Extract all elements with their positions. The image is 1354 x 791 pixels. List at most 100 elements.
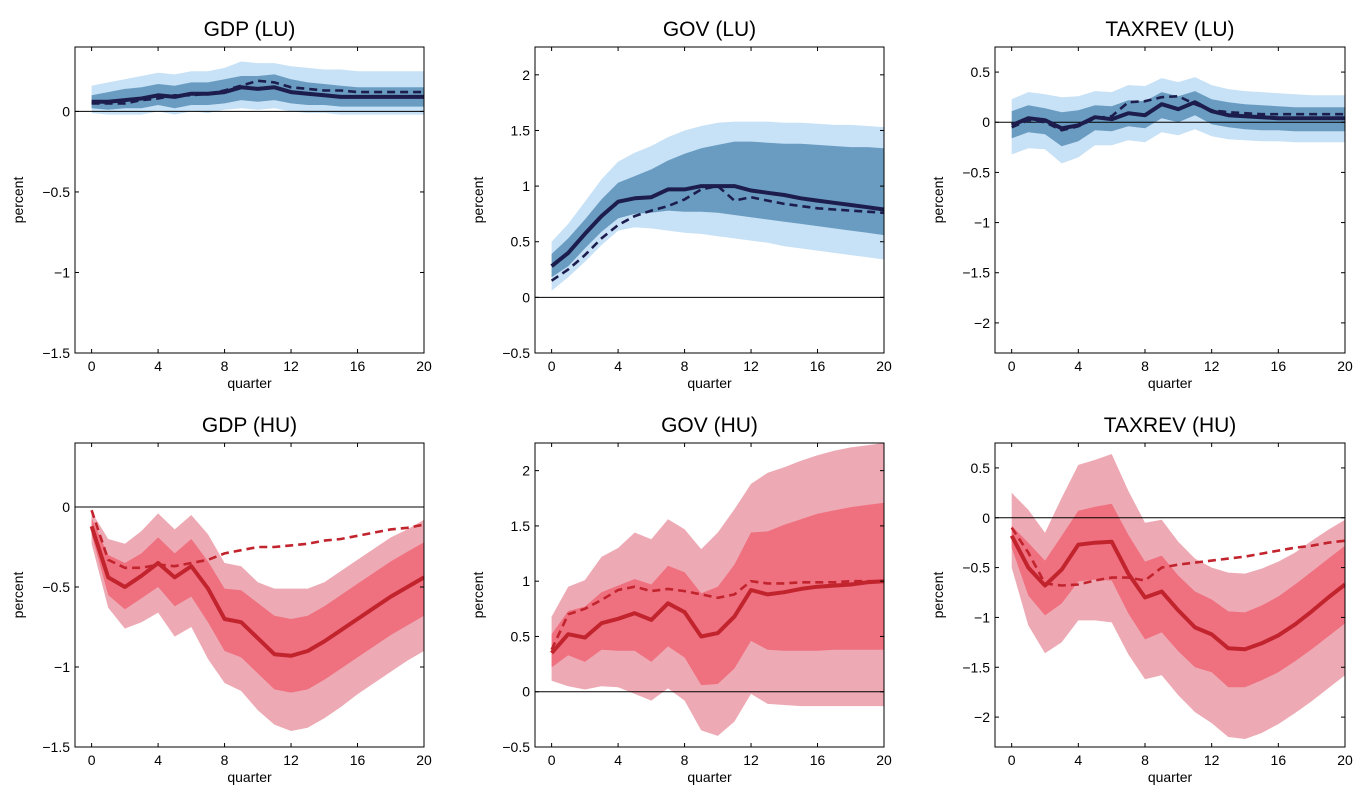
y-tick-label: −0.5 bbox=[42, 579, 70, 595]
y-tick-label: 2 bbox=[522, 463, 530, 479]
plot-area bbox=[995, 77, 1345, 164]
y-axis-label: percent bbox=[10, 177, 26, 224]
y-tick-label: −1 bbox=[54, 264, 70, 280]
x-axis-label: quarter bbox=[687, 769, 732, 785]
x-tick-label: 16 bbox=[810, 752, 826, 768]
chart-title: GDP (HU) bbox=[202, 414, 297, 437]
y-tick-label: −2 bbox=[974, 315, 990, 331]
inner-confidence-band bbox=[1011, 91, 1345, 147]
x-tick-label: 16 bbox=[1271, 358, 1287, 374]
y-axis-label: percent bbox=[930, 177, 946, 224]
y-tick-label: −0.5 bbox=[962, 164, 990, 180]
y-axis-label: percent bbox=[470, 177, 486, 224]
alternative-response-line bbox=[90, 509, 424, 570]
x-tick-label: 20 bbox=[876, 752, 892, 768]
axes-frame bbox=[74, 46, 425, 354]
y-tick-label: 1.5 bbox=[511, 122, 531, 138]
y-tick-label: −1.5 bbox=[962, 265, 990, 281]
y-tick-label: −1.5 bbox=[42, 345, 70, 361]
chart-panel-6: 0 4 8 12 16 20 0.5 0 −0.5 −1 −1.5 −2 TAXREV (HU) quar… bbox=[930, 414, 1353, 785]
y-tick-label: −2 bbox=[974, 709, 990, 725]
chart-title: TAXREV (LU) bbox=[1105, 18, 1234, 41]
x-axis-label: quarter bbox=[1148, 769, 1193, 785]
x-axis-label: quarter bbox=[227, 769, 272, 785]
x-axis-label: quarter bbox=[687, 375, 732, 391]
x-tick-label: 12 bbox=[283, 752, 299, 768]
y-axis-label: percent bbox=[10, 572, 26, 619]
y-tick-label: 0.5 bbox=[971, 460, 991, 476]
y-tick-label: −0.5 bbox=[42, 184, 70, 200]
x-tick-label: 0 bbox=[548, 358, 556, 374]
chart-title: TAXREV (HU) bbox=[1104, 414, 1237, 437]
axes-frame bbox=[994, 442, 1346, 748]
x-tick-label: 12 bbox=[743, 752, 759, 768]
x-tick-label: 0 bbox=[1008, 358, 1016, 374]
y-tick-label: −1 bbox=[54, 659, 70, 675]
chart-panel-4: 0 4 8 12 16 20 0 −0.5 −1 −1.5 GDP (HU) quarter perce… bbox=[10, 414, 432, 785]
x-tick-label: 8 bbox=[221, 358, 229, 374]
alternative-response-line bbox=[91, 79, 424, 105]
alternative-response-line bbox=[1010, 526, 1345, 587]
x-tick-label: 4 bbox=[1074, 358, 1082, 374]
y-tick-label: −0.5 bbox=[502, 345, 530, 361]
median-response-line bbox=[1010, 100, 1345, 131]
x-tick-label: 8 bbox=[1141, 752, 1149, 768]
median-response-line bbox=[89, 525, 424, 658]
y-tick-label: 0 bbox=[982, 510, 990, 526]
median-response-line bbox=[550, 579, 884, 655]
y-tick-label: −1.5 bbox=[962, 659, 990, 675]
y-axis-label: percent bbox=[930, 572, 946, 619]
chart-panel-1: 0 4 8 12 16 20 0 −0.5 −1 −1.5 GDP (LU) quarter perce… bbox=[10, 18, 432, 391]
x-tick-label: 12 bbox=[1204, 358, 1220, 374]
plot-area bbox=[995, 454, 1345, 739]
x-tick-label: 4 bbox=[154, 358, 162, 374]
x-tick-label: 4 bbox=[154, 752, 162, 768]
x-tick-label: 0 bbox=[548, 752, 556, 768]
x-tick-label: 4 bbox=[1074, 752, 1082, 768]
x-tick-label: 8 bbox=[221, 752, 229, 768]
y-tick-label: 1 bbox=[522, 178, 530, 194]
chart-title: GDP (LU) bbox=[204, 18, 296, 41]
y-tick-label: 1 bbox=[522, 573, 530, 589]
alternative-response-line bbox=[550, 184, 884, 282]
x-tick-label: 20 bbox=[1337, 358, 1353, 374]
x-tick-label: 20 bbox=[1337, 752, 1353, 768]
x-tick-label: 20 bbox=[416, 752, 432, 768]
y-tick-label: 0.5 bbox=[511, 628, 531, 644]
y-tick-label: −0.5 bbox=[962, 560, 990, 576]
inner-confidence-band bbox=[551, 141, 884, 278]
x-tick-label: 0 bbox=[1008, 752, 1016, 768]
plot-area bbox=[535, 121, 884, 298]
x-axis-label: quarter bbox=[227, 375, 272, 391]
x-tick-label: 12 bbox=[743, 358, 759, 374]
median-response-line bbox=[1009, 534, 1345, 652]
chart-panel-2: 0 4 8 12 16 20 −0.5 0 0.5 1 1.5 2 GOV (LU) quarter per… bbox=[470, 18, 892, 391]
median-response-line bbox=[91, 85, 424, 104]
y-tick-label: −1 bbox=[974, 215, 990, 231]
alternative-response-line bbox=[550, 579, 884, 651]
y-tick-label: 0 bbox=[62, 103, 70, 119]
plot-area bbox=[75, 61, 424, 115]
y-tick-label: −1.5 bbox=[42, 739, 70, 755]
y-tick-label: −0.5 bbox=[502, 739, 530, 755]
plot-area bbox=[75, 506, 424, 731]
inner-confidence-band bbox=[551, 502, 884, 686]
y-tick-label: 1.5 bbox=[511, 518, 531, 534]
x-tick-label: 8 bbox=[1141, 358, 1149, 374]
x-tick-label: 0 bbox=[88, 752, 96, 768]
y-tick-label: 0.5 bbox=[971, 64, 991, 80]
plot-area bbox=[535, 443, 884, 736]
x-tick-label: 12 bbox=[283, 358, 299, 374]
x-tick-label: 16 bbox=[350, 752, 366, 768]
axes-frame bbox=[534, 46, 885, 354]
y-tick-label: 0 bbox=[62, 499, 70, 515]
y-tick-label: 0 bbox=[522, 684, 530, 700]
axes-frame bbox=[994, 46, 1346, 354]
y-tick-label: 0 bbox=[982, 114, 990, 130]
axes-frame bbox=[534, 442, 885, 748]
inner-confidence-band bbox=[91, 74, 424, 110]
y-tick-label: 0 bbox=[522, 289, 530, 305]
x-tick-label: 16 bbox=[1271, 752, 1287, 768]
axes-frame bbox=[74, 442, 425, 748]
